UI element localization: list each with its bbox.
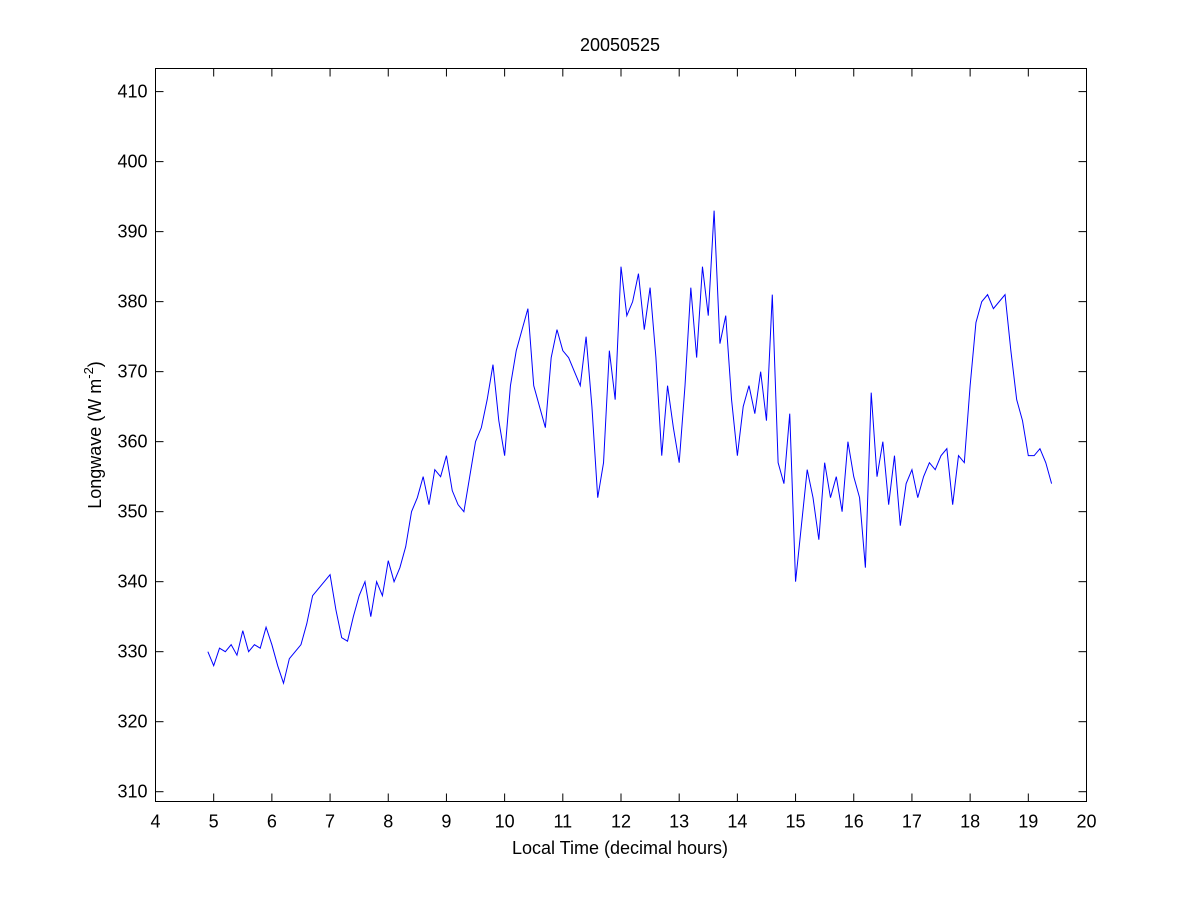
y-tick-label: 390 xyxy=(117,222,147,242)
y-tick-label: 380 xyxy=(117,292,147,312)
x-tick-label: 6 xyxy=(267,812,277,832)
x-tick-label: 5 xyxy=(209,812,219,832)
y-tick-label: 370 xyxy=(117,362,147,382)
y-tick-label: 310 xyxy=(117,782,147,802)
x-tick-label: 17 xyxy=(902,812,922,832)
x-tick-label: 7 xyxy=(325,812,335,832)
chart-title: 20050525 xyxy=(580,35,660,55)
y-tick-label: 410 xyxy=(117,82,147,102)
x-tick-label: 19 xyxy=(1018,812,1038,832)
y-tick-label: 330 xyxy=(117,642,147,662)
x-tick-label: 12 xyxy=(611,812,631,832)
x-tick-label: 13 xyxy=(669,812,689,832)
x-tick-label: 14 xyxy=(727,812,747,832)
y-label-text: Longwave (W m xyxy=(85,379,105,509)
y-label-suffix: ) xyxy=(85,361,105,367)
axes-box xyxy=(155,68,1087,802)
x-tick-label: 11 xyxy=(553,812,572,832)
y-label-superscript: -2 xyxy=(81,367,96,379)
data-line xyxy=(207,210,1053,686)
x-axis-label: Local Time (decimal hours) xyxy=(512,838,728,858)
x-tick-label: 18 xyxy=(960,812,980,832)
y-tick-label: 350 xyxy=(117,502,147,522)
y-tick-label: 360 xyxy=(117,432,147,452)
x-tick-label: 20 xyxy=(1076,812,1096,832)
y-tick-label: 400 xyxy=(117,152,147,172)
y-tick-label: 320 xyxy=(117,712,147,732)
x-tick-label: 16 xyxy=(844,812,864,832)
x-tick-label: 4 xyxy=(150,812,160,832)
y-axis-label: Longwave (W m-2) xyxy=(81,361,105,509)
x-tick-label: 8 xyxy=(383,812,393,832)
x-tick-label: 15 xyxy=(786,812,806,832)
x-tick-label: 10 xyxy=(495,812,515,832)
x-tick-label: 9 xyxy=(441,812,451,832)
y-tick-label: 340 xyxy=(117,572,147,592)
